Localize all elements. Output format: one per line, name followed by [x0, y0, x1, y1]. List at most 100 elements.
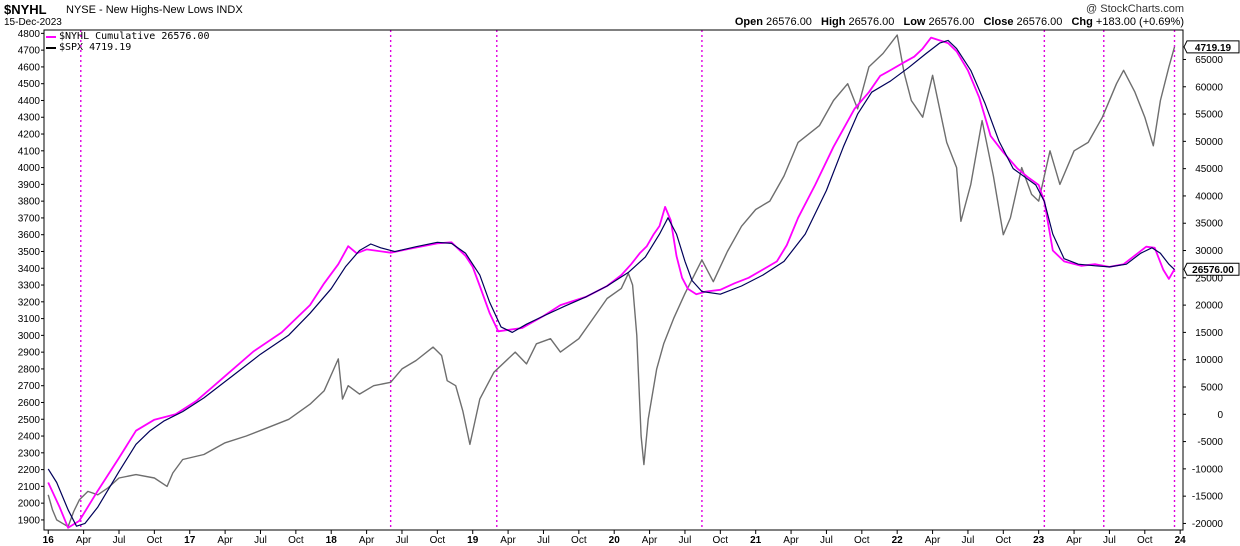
nyhl-last-value-label-text: 26576.00 [1192, 265, 1234, 276]
brand-label[interactable]: @ StockCharts.com [1086, 3, 1184, 15]
left-tick-label: 3000 [18, 331, 41, 342]
left-tick-label: 4800 [18, 29, 41, 40]
low-value: 26576.00 [928, 16, 975, 28]
left-tick-label: 2600 [18, 398, 41, 409]
left-tick-label: 4400 [18, 96, 41, 107]
left-tick-label: 2000 [18, 499, 41, 510]
x-tick-label: Oct [854, 535, 870, 546]
left-tick-label: 2300 [18, 448, 41, 459]
left-tick-label: 1900 [18, 515, 41, 526]
left-tick-label: 3800 [18, 197, 41, 208]
left-tick-label: 3900 [18, 180, 41, 191]
left-tick-label: 3700 [18, 213, 41, 224]
series-nyhl-line [47, 36, 1176, 529]
legend-swatch-nyhl [46, 35, 56, 38]
right-tick-label: 25000 [1195, 273, 1223, 284]
spx-last-value-label-text: 4719.19 [1195, 43, 1232, 54]
left-tick-label: 3400 [18, 264, 41, 275]
right-tick-label: 35000 [1195, 219, 1223, 230]
left-tick-label: 4600 [18, 62, 41, 73]
x-tick-label: Oct [1137, 535, 1153, 546]
x-tick-label: Oct [288, 535, 304, 546]
right-tick-label: -10000 [1192, 464, 1224, 475]
left-tick-label: 4500 [18, 79, 41, 90]
high-label: High [821, 16, 846, 28]
left-tick-label: 2100 [18, 482, 41, 493]
x-tick-label: 19 [467, 535, 479, 546]
right-tick-label: 30000 [1195, 246, 1223, 257]
left-tick-label: 4100 [18, 146, 41, 157]
close-label: Close [983, 16, 1014, 28]
left-tick-label: 4200 [18, 130, 41, 141]
x-tick-label: Apr [217, 535, 233, 546]
x-tick-label: Oct [430, 535, 446, 546]
right-tick-label: 45000 [1195, 164, 1223, 175]
left-tick-label: 3500 [18, 247, 41, 258]
right-tick-label: 0 [1217, 410, 1223, 421]
legend: $NYHL Cumulative 26576.00 $SPX 4719.19 [46, 31, 210, 53]
left-tick-label: 2900 [18, 348, 41, 359]
chart-symbol: $NYHL [4, 2, 47, 17]
right-tick-label: 15000 [1195, 328, 1223, 339]
legend-item-spx[interactable]: $SPX 4719.19 [46, 42, 210, 53]
x-tick-label: Jul [113, 535, 126, 546]
x-tick-label: Apr [359, 535, 375, 546]
right-tick-label: 50000 [1195, 137, 1223, 148]
close-value: 26576.00 [1016, 16, 1063, 28]
x-tick-label: Apr [642, 535, 658, 546]
legend-label-nyhl: $NYHL Cumulative 26576.00 [59, 31, 210, 42]
x-tick-label: 24 [1175, 535, 1187, 546]
x-tick-label: Jul [679, 535, 692, 546]
chg-value: +183.00 (+0.69%) [1095, 16, 1184, 28]
spx-last-value-label: 4719.19 [1183, 40, 1240, 54]
legend-item-nyhl[interactable]: $NYHL Cumulative 26576.00 [46, 31, 210, 42]
right-tick-label: 60000 [1195, 82, 1223, 93]
right-tick-label: 5000 [1201, 382, 1224, 393]
open-label: Open [734, 16, 763, 28]
right-tick-label: 40000 [1195, 191, 1223, 202]
x-tick-label: Jul [1103, 535, 1116, 546]
chart-date: 15-Dec-2023 [4, 17, 62, 28]
x-tick-label: Apr [783, 535, 799, 546]
chart-subtitle: NYSE - New Highs-New Lows INDX [66, 4, 243, 16]
series-layer [47, 34, 1176, 529]
left-tick-label: 2700 [18, 381, 41, 392]
left-tick-label: 4700 [18, 46, 41, 57]
series-moving-average-line [47, 39, 1175, 527]
x-tick-label: 22 [892, 535, 904, 546]
left-tick-label: 2800 [18, 364, 41, 375]
right-tick-label: 10000 [1195, 355, 1223, 366]
spx-last-value-label-box [1183, 40, 1240, 54]
x-tick-label: Oct [147, 535, 163, 546]
left-tick-label: 3300 [18, 281, 41, 292]
axis-labels-layer: 1900 2000 2100 2200 2300 2400 2500 2600 2700 2800… [18, 29, 1240, 546]
x-tick-label: Apr [925, 535, 941, 546]
left-tick-label: 4300 [18, 113, 41, 124]
x-tick-label: Apr [1066, 535, 1082, 546]
legend-swatch-spx [46, 46, 56, 49]
right-tick-label: -5000 [1197, 437, 1223, 448]
plot-frame [43, 29, 1184, 531]
left-tick-label: 2200 [18, 465, 41, 476]
right-tick-label: 65000 [1195, 55, 1223, 66]
low-label: Low [903, 16, 926, 28]
x-tick-label: Jul [820, 535, 833, 546]
x-tick-label: Oct [996, 535, 1012, 546]
x-tick-label: Jul [254, 535, 267, 546]
nyhl-last-value-label-box [1183, 262, 1240, 276]
open-value: 26576.00 [766, 16, 812, 28]
x-tick-label: Apr [500, 535, 516, 546]
x-tick-label: 20 [609, 535, 621, 546]
nyhl-last-value-label: 26576.00 [1183, 262, 1240, 276]
series-spx-line [47, 34, 1176, 528]
x-tick-label: Jul [396, 535, 409, 546]
right-tick-label: -15000 [1192, 492, 1224, 503]
right-tick-label: -20000 [1192, 519, 1224, 530]
x-tick-label: 16 [43, 535, 55, 546]
x-tick-label: Oct [713, 535, 729, 546]
x-tick-label: Apr [76, 535, 92, 546]
chg-label: Chg [1071, 16, 1093, 28]
left-tick-label: 2500 [18, 415, 41, 426]
x-tick-label: Jul [537, 535, 550, 546]
